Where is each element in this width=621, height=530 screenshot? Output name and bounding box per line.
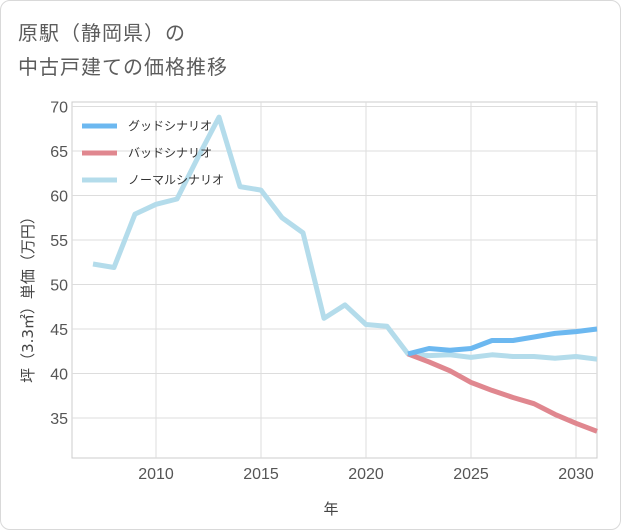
x-tick-2025: 2025 xyxy=(453,466,489,483)
legend-label-1: バッドシナリオ xyxy=(128,146,212,160)
y-tick-40: 40 xyxy=(50,366,68,383)
series-line-2 xyxy=(92,114,598,362)
series-line-1 xyxy=(407,351,598,434)
x-tick-2015: 2015 xyxy=(243,466,279,483)
y-tick-labels: 35 40 45 50 55 60 65 70 xyxy=(50,99,68,428)
legend-label-0: グッドシナリオ xyxy=(128,119,212,133)
x-tick-labels: 2010 2015 2020 2025 2030 xyxy=(138,466,594,483)
x-tick-2020: 2020 xyxy=(348,466,384,483)
series-lines xyxy=(92,114,598,434)
chart-title-line1: 原駅（静岡県）の xyxy=(18,21,186,45)
y-tick-65: 65 xyxy=(50,144,68,161)
x-axis-label: 年 xyxy=(323,500,338,518)
y-tick-60: 60 xyxy=(50,188,68,205)
y-tick-35: 35 xyxy=(50,411,68,428)
y-tick-55: 55 xyxy=(50,233,68,250)
y-tick-70: 70 xyxy=(50,99,68,116)
chart-title-line2: 中古戸建ての価格推移 xyxy=(18,55,228,79)
y-tick-50: 50 xyxy=(50,277,68,294)
y-tick-45: 45 xyxy=(50,322,68,339)
legend-label-2: ノーマルシナリオ xyxy=(128,173,224,187)
y-axis-label: 坪（3.3㎡）単価（万円） xyxy=(19,209,37,383)
x-tick-2030: 2030 xyxy=(558,466,594,483)
x-tick-2010: 2010 xyxy=(138,466,174,483)
grid-lines xyxy=(72,102,597,458)
series-line-0 xyxy=(407,326,598,357)
chart-title: 原駅（静岡県）の 中古戸建ての価格推移 xyxy=(18,16,228,84)
